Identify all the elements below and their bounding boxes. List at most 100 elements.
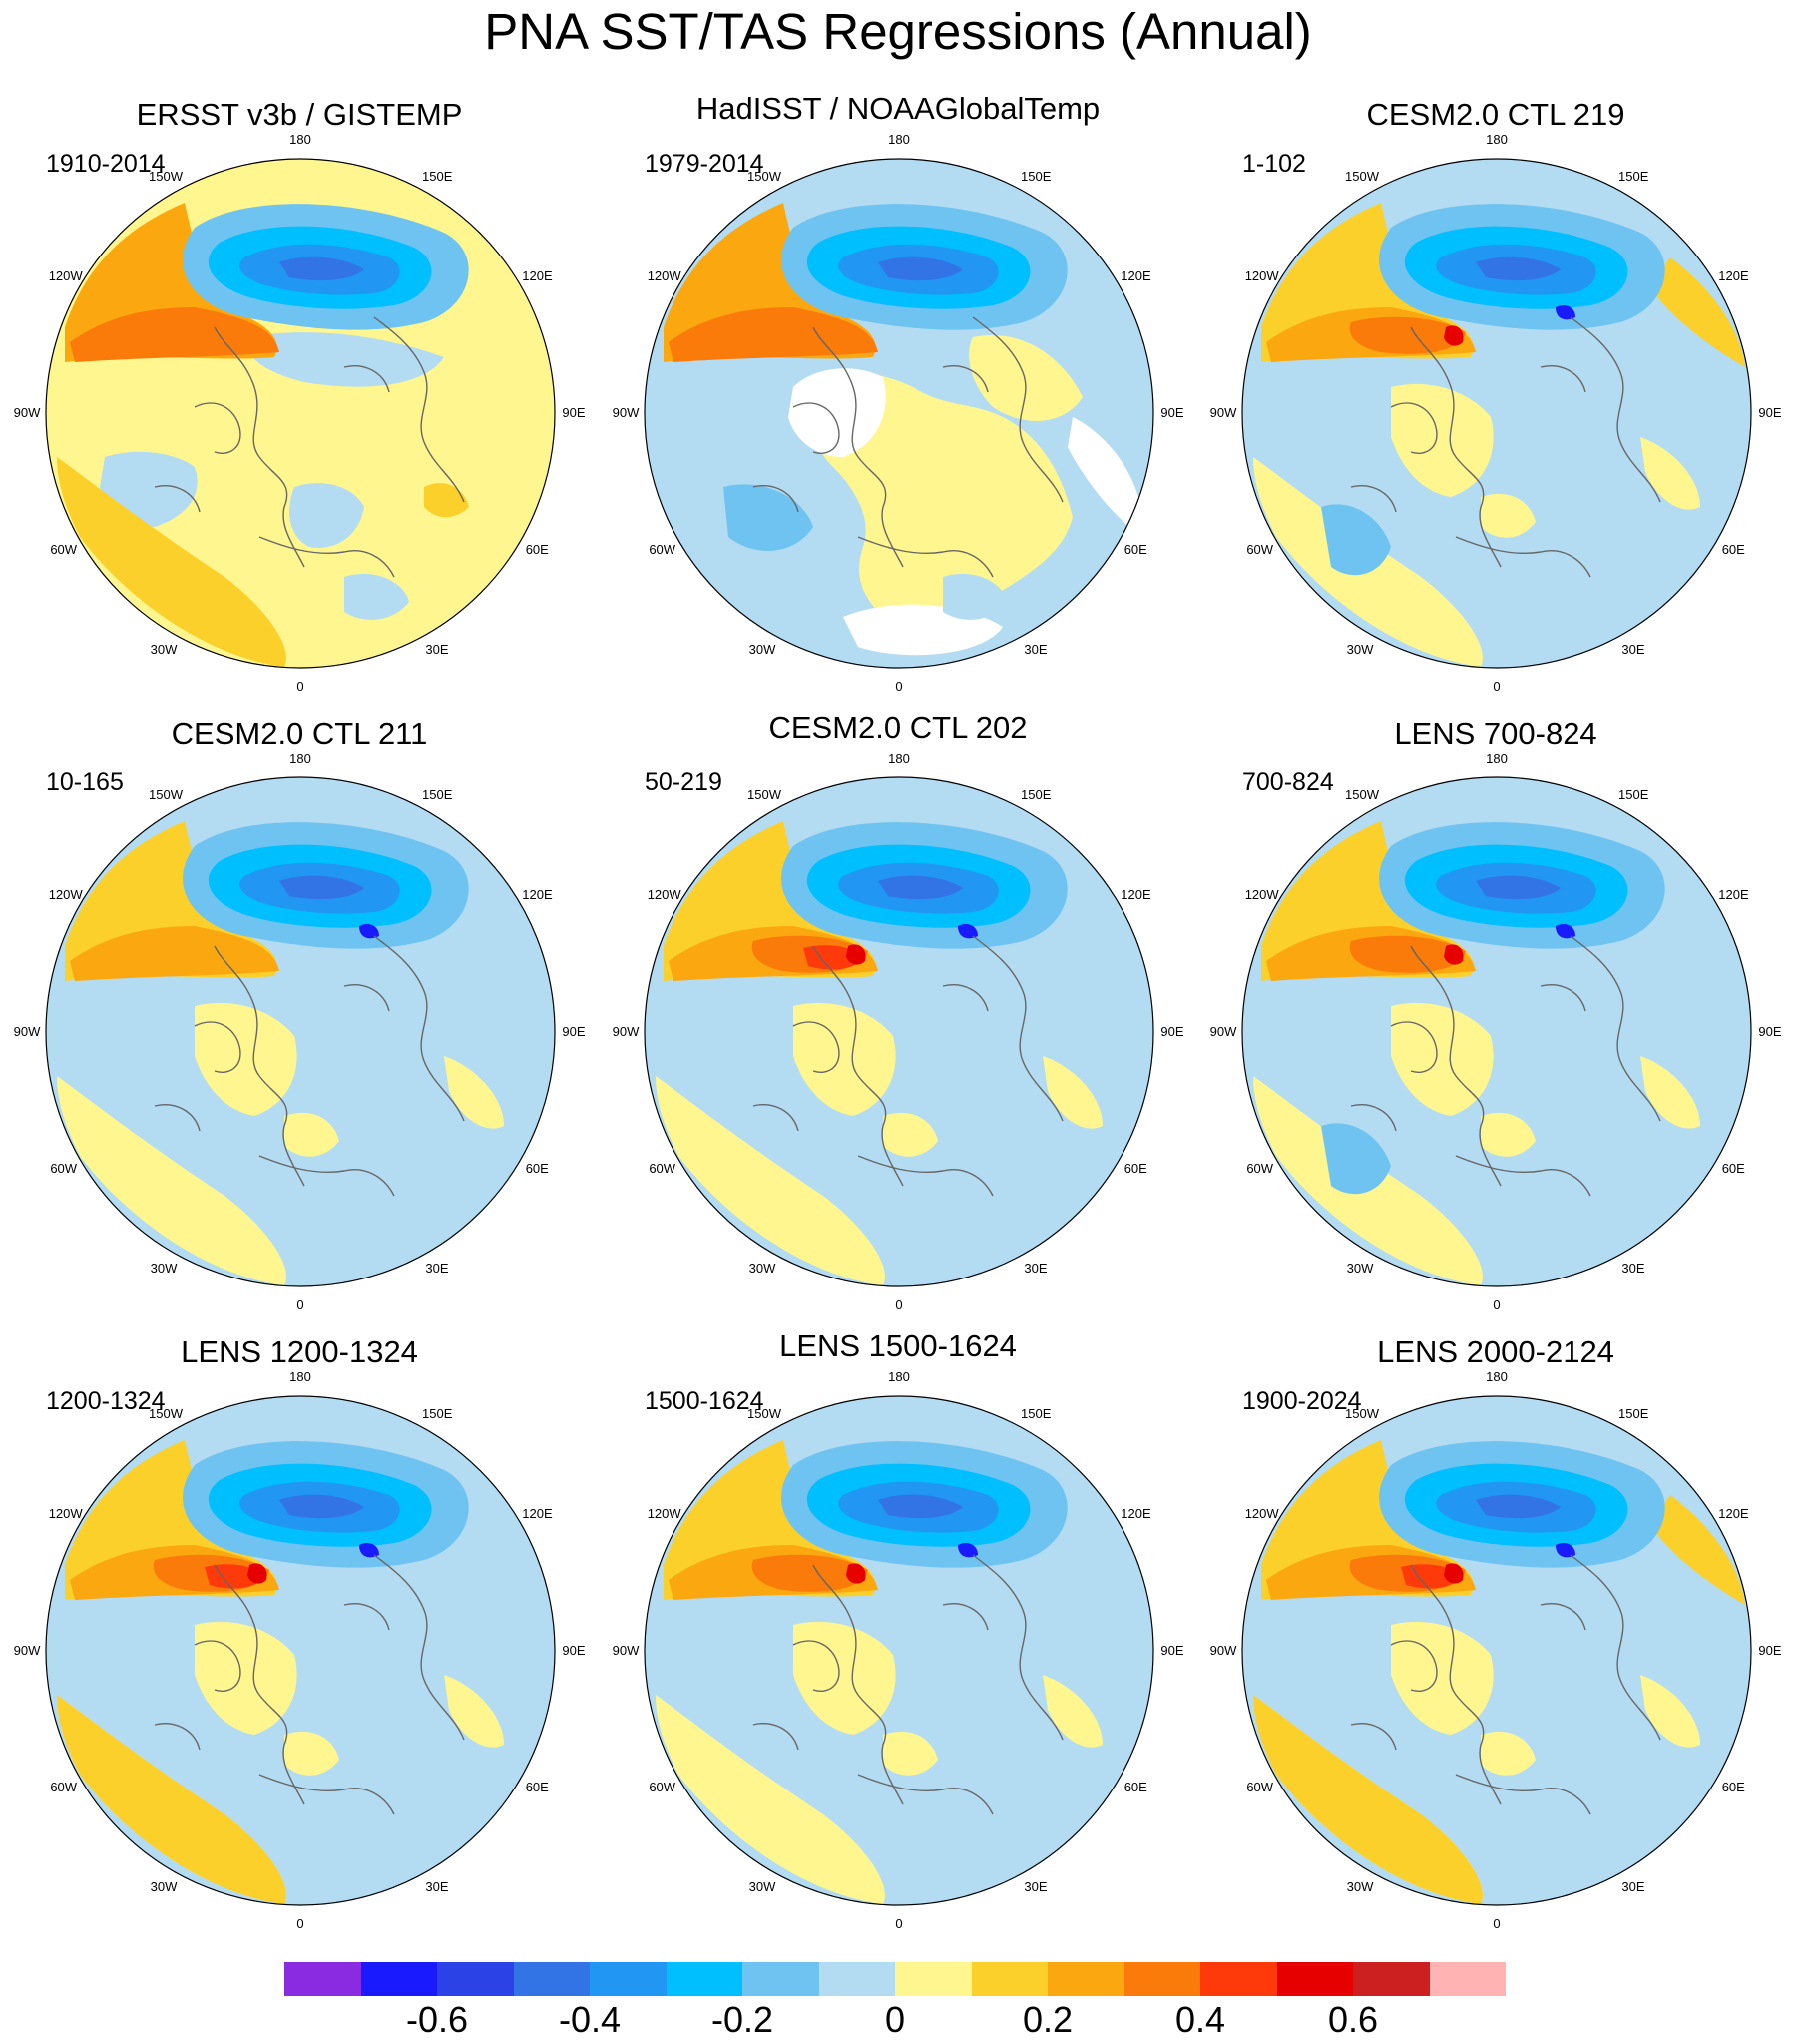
polar-map	[1241, 776, 1752, 1287]
longitude-label: 60W	[1246, 1161, 1274, 1176]
longitude-label: 30E	[1621, 642, 1645, 658]
panel-6: LENS 700-824 700-824 180 150E 120E 90E 60E 30E 0…	[1196, 716, 1795, 1357]
longitude-label: 150W	[1345, 786, 1379, 802]
longitude-label: 60W	[50, 542, 78, 557]
longitude-label: 60W	[1246, 1780, 1274, 1794]
longitude-label: 90E	[1160, 1643, 1184, 1658]
longitude-label: 120W	[1244, 887, 1279, 902]
longitude-label: 150E	[1021, 786, 1052, 802]
longitude-label: 30E	[1621, 1261, 1645, 1277]
longitude-label: 150W	[747, 168, 781, 184]
longitude-label: 30W	[150, 642, 178, 658]
panel-title: LENS 1500-1624	[779, 1328, 1017, 1363]
longitude-label: 150W	[1345, 1405, 1379, 1421]
longitude-label: 120E	[1121, 887, 1151, 902]
longitude-label: 30E	[425, 1261, 449, 1277]
longitude-label: 90W	[13, 1643, 41, 1658]
panel-period: 50-219	[645, 768, 722, 796]
longitude-label: 30W	[150, 1879, 178, 1895]
longitude-label: 30E	[425, 642, 449, 658]
colorbar-swatch	[1276, 1962, 1353, 1996]
longitude-label: 30E	[1024, 1261, 1048, 1277]
longitude-label: 90W	[1209, 1024, 1237, 1039]
longitude-label: 180	[289, 132, 311, 147]
longitude-label: 30E	[1024, 642, 1048, 658]
longitude-label: 180	[1486, 132, 1508, 147]
longitude-label: 150W	[149, 786, 183, 802]
longitude-label: 60E	[1721, 1780, 1745, 1794]
longitude-label: 150E	[422, 1405, 453, 1421]
longitude-label: 180	[888, 132, 910, 147]
polar-map	[45, 1395, 556, 1906]
longitude-label: 60W	[649, 542, 676, 557]
longitude-label: 0	[1493, 679, 1501, 694]
longitude-label: 150E	[422, 786, 453, 802]
panel-4: CESM2.0 CTL 211 10-165 180 150E 120E 90E 60E 30…	[0, 716, 599, 1357]
colorbar-swatch	[437, 1962, 514, 1996]
longitude-label: 120E	[522, 1506, 553, 1521]
panel-title: LENS 1200-1324	[181, 1334, 418, 1369]
colorbar-label: 0	[884, 1999, 906, 2040]
polar-map	[644, 1395, 1154, 1906]
longitude-label: 0	[296, 1916, 304, 1931]
longitude-label: 0	[1493, 1297, 1501, 1312]
longitude-label: 150E	[1021, 1405, 1052, 1421]
longitude-label: 60E	[1123, 542, 1147, 557]
polar-map	[1241, 158, 1752, 669]
longitude-label: 30W	[1346, 642, 1374, 658]
longitude-label: 180	[1486, 751, 1508, 766]
colorbar-swatch	[1123, 1962, 1200, 1996]
longitude-label: 150W	[1345, 168, 1379, 184]
panel-title: LENS 2000-2124	[1377, 1334, 1614, 1369]
longitude-label: 120E	[1121, 268, 1151, 283]
panel-title: ERSST v3b / GISTEMP	[136, 97, 463, 132]
longitude-label: 30W	[1346, 1261, 1374, 1277]
longitude-label: 90E	[1758, 1643, 1782, 1658]
longitude-label: 120E	[1121, 1506, 1151, 1521]
panel-title: LENS 700-824	[1394, 716, 1597, 751]
polar-map	[644, 776, 1154, 1287]
colorbar-swatch	[818, 1962, 895, 1996]
colorbar-swatch	[666, 1962, 742, 1996]
longitude-label: 90W	[1209, 405, 1237, 420]
colorbar-swatch	[742, 1962, 819, 1996]
longitude-label: 60W	[50, 1161, 78, 1176]
polar-map	[1241, 1395, 1752, 1906]
panel-period: 700-824	[1242, 768, 1334, 796]
longitude-label: 90E	[1160, 1024, 1184, 1039]
longitude-label: 180	[888, 751, 910, 766]
longitude-label: 90E	[1758, 1024, 1782, 1039]
longitude-label: 30W	[748, 642, 776, 658]
panel-period: 1500-1624	[645, 1387, 764, 1415]
longitude-label: 60E	[1123, 1161, 1147, 1176]
longitude-label: 150E	[1618, 168, 1649, 184]
longitude-label: 30E	[1024, 1879, 1048, 1895]
longitude-label: 60W	[50, 1780, 78, 1794]
panel-period: 1200-1324	[46, 1387, 166, 1415]
longitude-label: 120W	[647, 887, 681, 902]
longitude-label: 180	[888, 1369, 910, 1384]
longitude-label: 90W	[1209, 1643, 1237, 1658]
longitude-label: 120E	[1718, 268, 1749, 283]
longitude-label: 30W	[1346, 1879, 1374, 1895]
longitude-label: 150E	[1618, 1405, 1649, 1421]
longitude-label: 0	[296, 679, 304, 694]
longitude-label: 150W	[747, 786, 781, 802]
longitude-label: 90E	[562, 405, 586, 420]
longitude-label: 90W	[13, 405, 41, 420]
longitude-label: 120E	[1718, 1506, 1749, 1521]
longitude-label: 90E	[562, 1024, 586, 1039]
colorbar-swatch	[895, 1962, 972, 1996]
panel-7: LENS 1200-1324 1200-1324 180 150E 120E 90E 60E…	[0, 1334, 599, 1976]
panel-title: CESM2.0 CTL 211	[171, 716, 428, 751]
colorbar-label: -0.6	[405, 1999, 469, 2040]
colorbar-swatch	[1048, 1962, 1124, 1996]
colorbar-label: 0.2	[1022, 1999, 1074, 2040]
longitude-label: 120W	[48, 1506, 83, 1521]
longitude-label: 60E	[525, 542, 549, 557]
longitude-label: 60W	[649, 1161, 676, 1176]
longitude-label: 90E	[1160, 405, 1184, 420]
longitude-label: 0	[895, 1916, 903, 1931]
colorbar-label: 0.6	[1327, 1999, 1379, 2040]
longitude-label: 90W	[612, 1024, 640, 1039]
